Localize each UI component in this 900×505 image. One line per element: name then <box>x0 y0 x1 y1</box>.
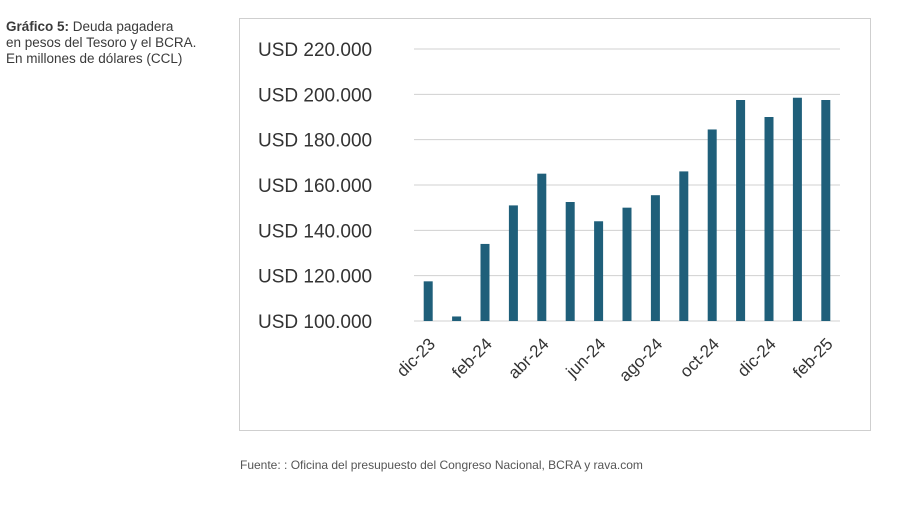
bar <box>565 202 575 321</box>
y-tick-label: USD 180.000 <box>258 131 372 152</box>
y-tick-label: USD 140.000 <box>258 221 372 242</box>
bar <box>821 100 831 321</box>
bar <box>452 316 462 321</box>
source-note: Fuente: : Oficina del presupuesto del Co… <box>240 458 643 472</box>
x-tick-label: abr-24 <box>504 334 552 382</box>
x-tick-label: feb-25 <box>789 334 837 382</box>
chart-caption: Gráfico 5: Deuda pagadera en pesos del T… <box>6 19 236 67</box>
x-tick-label: dic-24 <box>734 334 780 380</box>
bar <box>792 97 802 321</box>
caption-line-1-text: Deuda pagadera <box>69 19 174 34</box>
x-tick-label: feb-24 <box>448 334 496 382</box>
x-tick-label: dic-23 <box>393 334 439 380</box>
x-tick-label: oct-24 <box>676 334 723 381</box>
y-tick-label: USD 100.000 <box>258 312 372 333</box>
caption-line-2: en pesos del Tesoro y el BCRA. <box>6 35 197 50</box>
bar <box>537 173 547 321</box>
bar <box>594 221 604 321</box>
x-tick-label: ago-24 <box>615 334 666 385</box>
y-tick-label: USD 160.000 <box>258 176 372 197</box>
bar <box>480 243 490 321</box>
y-tick-label: USD 120.000 <box>258 267 372 288</box>
chart-frame: USD 100.000 USD 120.000 USD 140.000 USD 160… <box>239 18 871 431</box>
bar <box>736 100 746 321</box>
caption-line-1: Gráfico 5: Deuda pagadera <box>6 19 236 35</box>
bar <box>650 195 660 321</box>
caption-line-3: En millones de dólares (CCL) <box>6 51 183 66</box>
bar <box>764 117 774 321</box>
bar <box>679 171 689 321</box>
bar <box>508 205 518 321</box>
bar <box>423 281 433 321</box>
caption-bold-label: Gráfico 5: <box>6 19 70 34</box>
bar-chart: USD 100.000 USD 120.000 USD 140.000 USD 160… <box>258 40 840 385</box>
y-tick-label: USD 220.000 <box>258 40 372 61</box>
y-tick-label: USD 200.000 <box>258 85 372 106</box>
bar <box>622 207 632 321</box>
x-tick-label: jun-24 <box>562 334 610 382</box>
bar <box>707 129 717 321</box>
